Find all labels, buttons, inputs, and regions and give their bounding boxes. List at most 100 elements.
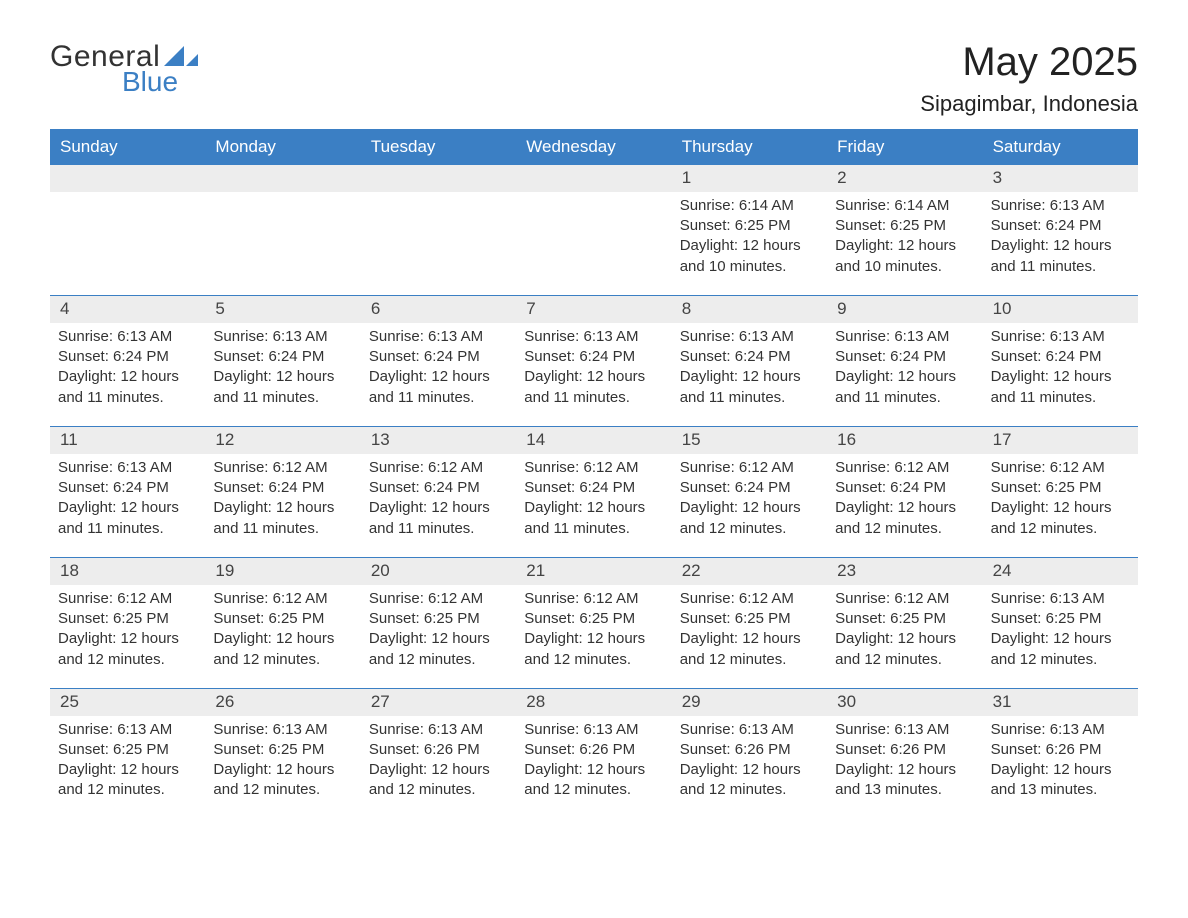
day-number-row: 10 [983,296,1138,323]
day-sunrise: Sunrise: 6:13 AM [991,196,1130,216]
day-sunset: Sunset: 6:25 PM [213,740,352,760]
dow-cell: Thursday [672,129,827,165]
day-day2: and 12 minutes. [991,650,1130,670]
day-sunrise: Sunrise: 6:12 AM [991,458,1130,478]
day-number-row: 1 [672,165,827,192]
day-sunset: Sunset: 6:24 PM [524,347,663,367]
day-cell: 3Sunrise: 6:13 AMSunset: 6:24 PMDaylight… [983,165,1138,295]
day-number: 13 [363,430,390,449]
day-day2: and 12 minutes. [369,650,508,670]
day-day1: Daylight: 12 hours [835,498,974,518]
day-number: 10 [985,299,1012,318]
day-number: 16 [829,430,856,449]
day-sunrise: Sunrise: 6:13 AM [991,720,1130,740]
day-cell: 20Sunrise: 6:12 AMSunset: 6:25 PMDayligh… [361,558,516,688]
day-number-row: 30 [827,689,982,716]
day-cell: 27Sunrise: 6:13 AMSunset: 6:26 PMDayligh… [361,689,516,819]
day-number: 17 [985,430,1012,449]
day-day1: Daylight: 12 hours [58,498,197,518]
day-sunset: Sunset: 6:25 PM [991,609,1130,629]
day-sunrise: Sunrise: 6:12 AM [213,589,352,609]
day-number-row [205,165,360,192]
day-day1: Daylight: 12 hours [991,367,1130,387]
day-number: 24 [985,561,1012,580]
day-sunrise: Sunrise: 6:12 AM [524,589,663,609]
day-sunset: Sunset: 6:24 PM [680,347,819,367]
dow-cell: Friday [827,129,982,165]
day-sunrise: Sunrise: 6:14 AM [680,196,819,216]
day-number-row [50,165,205,192]
logo-text-blue: Blue [122,66,178,98]
day-day1: Daylight: 12 hours [369,367,508,387]
day-sunset: Sunset: 6:25 PM [680,216,819,236]
day-day1: Daylight: 12 hours [58,760,197,780]
day-cell: 21Sunrise: 6:12 AMSunset: 6:25 PMDayligh… [516,558,671,688]
day-sunrise: Sunrise: 6:12 AM [369,458,508,478]
day-number: 2 [829,168,846,187]
day-sunset: Sunset: 6:26 PM [991,740,1130,760]
day-cell [516,165,671,295]
day-number-row: 4 [50,296,205,323]
day-sunrise: Sunrise: 6:13 AM [369,327,508,347]
day-day2: and 11 minutes. [369,388,508,408]
day-sunset: Sunset: 6:24 PM [213,347,352,367]
day-day1: Daylight: 12 hours [369,760,508,780]
day-sunset: Sunset: 6:24 PM [524,478,663,498]
day-day1: Daylight: 12 hours [58,629,197,649]
day-day1: Daylight: 12 hours [524,629,663,649]
day-sunset: Sunset: 6:25 PM [680,609,819,629]
day-number: 25 [52,692,79,711]
day-sunset: Sunset: 6:26 PM [835,740,974,760]
day-cell: 12Sunrise: 6:12 AMSunset: 6:24 PMDayligh… [205,427,360,557]
day-day2: and 12 minutes. [524,780,663,800]
day-sunset: Sunset: 6:25 PM [369,609,508,629]
day-sunrise: Sunrise: 6:13 AM [680,720,819,740]
day-day2: and 12 minutes. [835,519,974,539]
dow-cell: Sunday [50,129,205,165]
day-number: 22 [674,561,701,580]
day-number: 28 [518,692,545,711]
page-subtitle: Sipagimbar, Indonesia [920,91,1138,117]
day-day1: Daylight: 12 hours [524,367,663,387]
day-day2: and 11 minutes. [213,519,352,539]
day-cell [205,165,360,295]
day-day2: and 11 minutes. [58,388,197,408]
day-number-row: 9 [827,296,982,323]
day-day1: Daylight: 12 hours [213,498,352,518]
day-day2: and 13 minutes. [991,780,1130,800]
day-cell: 11Sunrise: 6:13 AMSunset: 6:24 PMDayligh… [50,427,205,557]
day-day2: and 12 minutes. [991,519,1130,539]
day-sunset: Sunset: 6:24 PM [680,478,819,498]
day-cell: 24Sunrise: 6:13 AMSunset: 6:25 PMDayligh… [983,558,1138,688]
day-cell: 31Sunrise: 6:13 AMSunset: 6:26 PMDayligh… [983,689,1138,819]
day-day1: Daylight: 12 hours [524,760,663,780]
day-number: 12 [207,430,234,449]
day-sunrise: Sunrise: 6:12 AM [213,458,352,478]
day-cell: 14Sunrise: 6:12 AMSunset: 6:24 PMDayligh… [516,427,671,557]
day-cell: 1Sunrise: 6:14 AMSunset: 6:25 PMDaylight… [672,165,827,295]
day-number-row: 12 [205,427,360,454]
day-cell: 6Sunrise: 6:13 AMSunset: 6:24 PMDaylight… [361,296,516,426]
week-row: 1Sunrise: 6:14 AMSunset: 6:25 PMDaylight… [50,165,1138,295]
day-day1: Daylight: 12 hours [213,629,352,649]
day-sunset: Sunset: 6:26 PM [680,740,819,760]
day-sunrise: Sunrise: 6:13 AM [58,458,197,478]
day-number: 1 [674,168,691,187]
day-day2: and 11 minutes. [524,388,663,408]
day-day1: Daylight: 12 hours [369,498,508,518]
day-day1: Daylight: 12 hours [991,629,1130,649]
day-day2: and 12 minutes. [835,650,974,670]
day-sunrise: Sunrise: 6:13 AM [58,720,197,740]
day-number-row: 3 [983,165,1138,192]
day-day2: and 11 minutes. [835,388,974,408]
day-day2: and 12 minutes. [680,650,819,670]
day-sunrise: Sunrise: 6:13 AM [213,327,352,347]
day-day1: Daylight: 12 hours [680,498,819,518]
day-number: 23 [829,561,856,580]
day-day1: Daylight: 12 hours [835,367,974,387]
day-day1: Daylight: 12 hours [835,629,974,649]
day-sunrise: Sunrise: 6:13 AM [835,720,974,740]
day-sunrise: Sunrise: 6:12 AM [524,458,663,478]
day-cell: 18Sunrise: 6:12 AMSunset: 6:25 PMDayligh… [50,558,205,688]
day-number: 26 [207,692,234,711]
